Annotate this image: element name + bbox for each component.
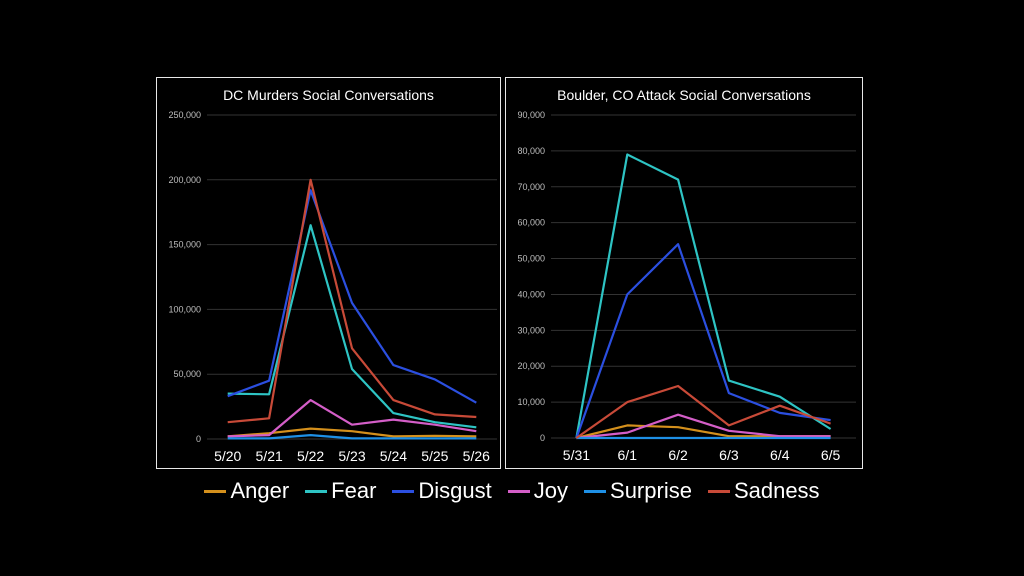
y-tick-label: 0 (196, 434, 201, 444)
chart-title: DC Murders Social Conversations (223, 87, 434, 103)
x-tick-label: 6/2 (668, 447, 688, 463)
legend-label: Surprise (610, 478, 692, 503)
x-tick-label: 5/23 (338, 448, 365, 464)
y-tick-label: 70,000 (517, 182, 545, 192)
x-tick-label: 5/26 (463, 448, 490, 464)
series-line-joy (227, 399, 477, 438)
series-line-sadness (575, 384, 831, 439)
y-tick-label: 200,000 (168, 175, 201, 185)
legend-label: Joy (533, 478, 569, 503)
series-line-fear (227, 224, 477, 429)
series-line-disgust (575, 243, 831, 439)
y-tick-label: 0 (540, 433, 545, 443)
legend-label: Sadness (733, 478, 820, 503)
y-tick-label: 50,000 (173, 369, 201, 379)
legend-swatch (507, 489, 530, 493)
x-tick-label: 6/3 (719, 447, 739, 463)
y-tick-label: 60,000 (517, 218, 545, 228)
legend-item-disgust: Disgust (392, 478, 492, 504)
y-tick-label: 40,000 (517, 289, 545, 299)
legend-swatch (584, 489, 607, 493)
x-tick-label: 5/31 (563, 447, 590, 463)
dc-murders-plot: 0 50,000 100,000 150,000 200,000 250,000 5/20 5… (168, 110, 497, 464)
legend-swatch (392, 489, 415, 493)
legend-item-joy: Joy (507, 478, 569, 504)
legend-item-fear: Fear (305, 478, 376, 504)
legend-item-sadness: Sadness (707, 478, 820, 504)
y-tick-label: 50,000 (517, 254, 545, 264)
y-tick-label: 90,000 (517, 110, 545, 120)
legend-swatch (305, 489, 328, 493)
series-line-sadness (227, 178, 477, 424)
legend: Anger Fear Disgust Joy Surprise Sadness (0, 478, 1024, 504)
legend-item-surprise: Surprise (584, 478, 692, 504)
series-line-fear (575, 153, 832, 439)
legend-item-anger: Anger (204, 478, 289, 504)
series-line-disgust (227, 189, 477, 404)
series-line-joy (576, 413, 831, 440)
x-tick-label: 5/22 (297, 448, 324, 464)
y-tick-label: 80,000 (517, 146, 545, 156)
y-tick-label: 150,000 (168, 240, 201, 250)
x-tick-label: 5/25 (421, 448, 448, 464)
legend-swatch (707, 489, 730, 493)
x-tick-label: 6/5 (821, 447, 841, 463)
y-tick-label: 100,000 (168, 304, 201, 314)
chart-title: Boulder, CO Attack Social Conversations (557, 87, 811, 103)
x-tick-label: 6/4 (770, 447, 790, 463)
boulder-attack-plot: 0 10,000 20,000 30,000 40,000 50,000 60,000 70,… (517, 110, 856, 463)
dc-murders-chart: DC Murders Social Conversations 0 50,000 1… (156, 77, 501, 469)
y-tick-label: 20,000 (517, 361, 545, 371)
series-line-surprise (227, 434, 477, 440)
legend-label: Anger (230, 478, 290, 503)
y-tick-label: 250,000 (168, 110, 201, 120)
legend-label: Fear (331, 478, 377, 503)
y-tick-label: 10,000 (517, 397, 545, 407)
x-tick-label: 5/20 (214, 448, 241, 464)
legend-swatch (204, 489, 227, 493)
x-tick-label: 5/24 (380, 448, 407, 464)
x-tick-label: 5/21 (256, 448, 283, 464)
x-tick-label: 6/1 (618, 447, 638, 463)
boulder-attack-chart: Boulder, CO Attack Social Conversations … (505, 77, 863, 469)
legend-label: Disgust (418, 478, 492, 503)
y-tick-label: 30,000 (517, 325, 545, 335)
series-line-anger (227, 427, 477, 438)
